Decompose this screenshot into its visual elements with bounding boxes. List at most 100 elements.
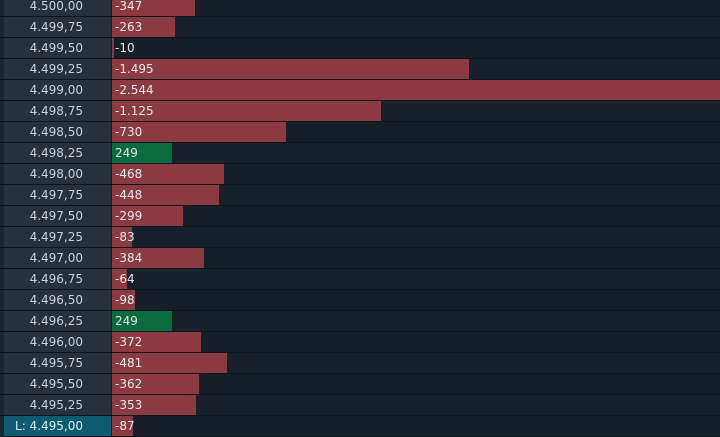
ladder-row[interactable]: 4.495,25 -353 (0, 395, 720, 416)
negative-volume-bar (112, 164, 224, 184)
ladder-row[interactable]: 4.500,00 -347 (0, 0, 720, 17)
row-edge-marker (0, 143, 4, 163)
volume-value-label: -372 (115, 335, 143, 349)
ladder-row[interactable]: 4.498,25 249 (0, 143, 720, 164)
volume-value-label: -1.495 (115, 62, 154, 76)
ladder-row[interactable]: 4.496,75 -64 (0, 269, 720, 290)
volume-value-label: -87 (115, 419, 135, 433)
negative-volume-bar (112, 374, 199, 394)
row-edge-marker (0, 59, 4, 79)
volume-value-label: -362 (115, 377, 143, 391)
price-cell[interactable]: 4.500,00 (4, 0, 111, 16)
ladder-row[interactable]: 4.497,75 -448 (0, 185, 720, 206)
volume-value-label: -468 (115, 167, 143, 181)
negative-volume-bar (112, 38, 114, 58)
row-edge-marker (0, 80, 4, 100)
volume-value-label: -263 (115, 20, 143, 34)
negative-volume-bar (112, 185, 219, 205)
negative-volume-bar (112, 395, 196, 415)
volume-value-label: 249 (115, 146, 138, 160)
negative-volume-bar (112, 269, 127, 289)
negative-volume-bar (112, 248, 204, 268)
price-cell[interactable]: 4.498,25 (4, 143, 111, 163)
ladder-row[interactable]: 4.498,50 -730 (0, 122, 720, 143)
ladder-row[interactable]: 4.498,00 -468 (0, 164, 720, 185)
price-cell[interactable]: 4.499,75 (4, 17, 111, 37)
price-cell[interactable]: 4.498,75 (4, 101, 111, 121)
negative-volume-bar (112, 0, 195, 16)
ladder-row[interactable]: 4.499,00 -2.544 (0, 80, 720, 101)
price-cell[interactable]: 4.495,75 (4, 353, 111, 373)
price-cell[interactable]: 4.497,50 (4, 206, 111, 226)
ladder-row[interactable]: 4.499,25 -1.495 (0, 59, 720, 80)
positive-volume-bar (112, 311, 172, 331)
ladder-row[interactable]: 4.499,50 -10 (0, 38, 720, 59)
row-edge-marker (0, 122, 4, 142)
negative-volume-bar (112, 206, 183, 226)
negative-volume-bar (112, 17, 175, 37)
ladder-row[interactable]: 4.495,75 -481 (0, 353, 720, 374)
price-cell[interactable]: 4.495,25 (4, 395, 111, 415)
ladder-row[interactable]: 4.496,00 -372 (0, 332, 720, 353)
volume-value-label: -83 (115, 230, 135, 244)
negative-volume-bar (112, 332, 201, 352)
row-edge-marker (0, 374, 4, 394)
volume-value-label: -353 (115, 398, 143, 412)
volume-value-label: 249 (115, 314, 138, 328)
volume-value-label: -1.125 (115, 104, 154, 118)
row-edge-marker (0, 38, 4, 58)
ladder-row[interactable]: 4.499,75 -263 (0, 17, 720, 38)
row-edge-marker (0, 353, 4, 373)
price-cell[interactable]: 4.499,00 (4, 80, 111, 100)
volume-value-label: -299 (115, 209, 143, 223)
volume-value-label: -384 (115, 251, 143, 265)
price-cell[interactable]: 4.496,75 (4, 269, 111, 289)
price-cell[interactable]: 4.497,25 (4, 227, 111, 247)
row-edge-marker (0, 164, 4, 184)
row-edge-marker (0, 206, 4, 226)
ladder-row[interactable]: 4.495,50 -362 (0, 374, 720, 395)
price-cell[interactable]: 4.497,00 (4, 248, 111, 268)
last-price-cell[interactable]: L: 4.495,00 (4, 416, 111, 436)
row-edge-marker (0, 311, 4, 331)
ladder-row[interactable]: 4.496,50 -98 (0, 290, 720, 311)
volume-value-label: -10 (115, 41, 135, 55)
volume-value-label: -64 (115, 272, 135, 286)
row-edge-marker (0, 101, 4, 121)
negative-volume-bar (112, 353, 227, 373)
ladder-row[interactable]: 4.497,50 -299 (0, 206, 720, 227)
row-edge-marker (0, 269, 4, 289)
price-cell[interactable]: 4.498,50 (4, 122, 111, 142)
volume-value-label: -481 (115, 356, 143, 370)
row-edge-marker (0, 290, 4, 310)
volume-value-label: -730 (115, 125, 143, 139)
row-edge-marker (0, 227, 4, 247)
price-cell[interactable]: 4.498,00 (4, 164, 111, 184)
negative-volume-bar (112, 290, 135, 310)
row-edge-marker (0, 185, 4, 205)
ladder-row[interactable]: 4.497,25 -83 (0, 227, 720, 248)
volume-value-label: -448 (115, 188, 143, 202)
negative-volume-bar (112, 122, 286, 142)
ladder-row[interactable]: 4.496,25 249 (0, 311, 720, 332)
price-cell[interactable]: 4.499,25 (4, 59, 111, 79)
price-cell[interactable]: 4.495,50 (4, 374, 111, 394)
price-cell[interactable]: 4.496,50 (4, 290, 111, 310)
price-cell[interactable]: 4.496,25 (4, 311, 111, 331)
negative-volume-bar (112, 416, 133, 436)
negative-volume-bar (112, 59, 469, 79)
positive-volume-bar (112, 143, 172, 163)
price-cell[interactable]: 4.499,50 (4, 38, 111, 58)
ladder-row[interactable]: 4.497,00 -384 (0, 248, 720, 269)
row-edge-marker (0, 395, 4, 415)
volume-value-label: -2.544 (115, 83, 154, 97)
row-edge-marker (0, 0, 4, 16)
volume-value-label: -347 (115, 0, 143, 13)
volume-value-label: -98 (115, 293, 135, 307)
price-cell[interactable]: 4.496,00 (4, 332, 111, 352)
negative-volume-bar (112, 227, 132, 247)
ladder-row[interactable]: 4.498,75 -1.125 (0, 101, 720, 122)
row-edge-marker (0, 332, 4, 352)
price-cell[interactable]: 4.497,75 (4, 185, 111, 205)
